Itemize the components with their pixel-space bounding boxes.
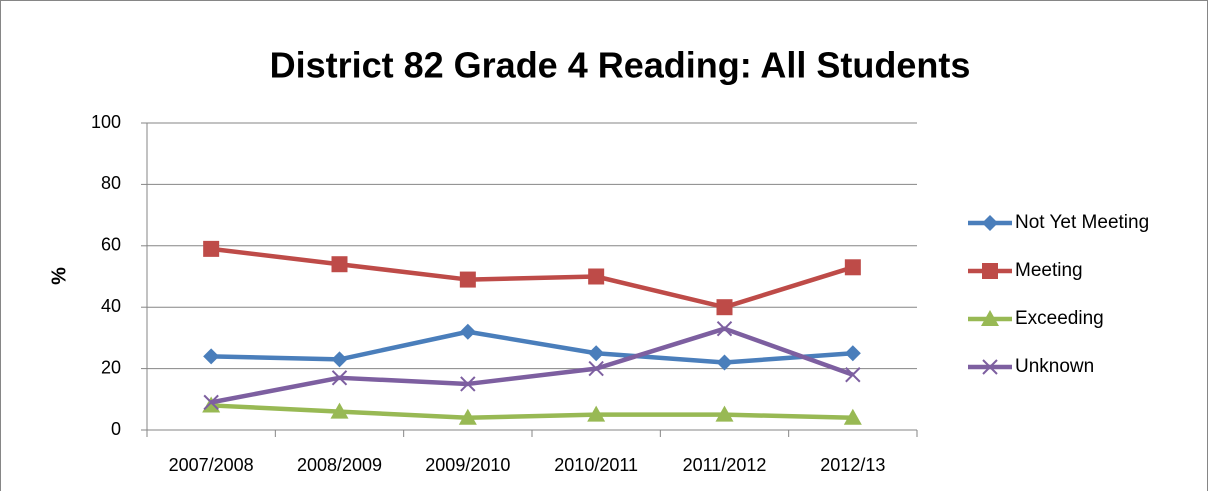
legend-label: Exceeding — [1015, 308, 1104, 329]
marker — [845, 367, 861, 383]
marker — [331, 351, 348, 368]
marker — [458, 408, 477, 425]
legend-marker — [981, 310, 999, 326]
x-tick-label: 2010/2011 — [554, 455, 638, 475]
y-tick-label: 60 — [101, 235, 121, 255]
marker — [331, 370, 348, 386]
marker — [715, 405, 734, 422]
legend-marker — [982, 215, 998, 231]
y-tick-label: 80 — [101, 173, 121, 193]
marker — [331, 256, 348, 273]
marker — [716, 354, 733, 371]
series-line — [211, 329, 853, 365]
marker — [203, 394, 219, 411]
y-tick-label: 0 — [111, 419, 121, 439]
marker — [843, 408, 862, 425]
x-tick-label: 2007/2008 — [169, 455, 254, 475]
y-tick-label: 100 — [91, 112, 121, 132]
series-line — [211, 403, 853, 420]
marker — [716, 299, 733, 316]
y-tick-label: 40 — [101, 296, 121, 316]
series-line — [210, 246, 854, 310]
marker — [203, 348, 220, 365]
x-tick-label: 2011/2012 — [683, 455, 767, 475]
legend-marker — [982, 263, 998, 279]
x-tick-label: 2009/2010 — [425, 455, 510, 475]
marker — [203, 240, 220, 257]
marker — [202, 396, 221, 413]
marker — [844, 259, 861, 276]
legend-marker — [982, 359, 998, 375]
marker — [844, 345, 861, 362]
marker — [459, 271, 476, 288]
marker — [460, 376, 476, 392]
marker — [716, 320, 733, 337]
y-tick-label: 20 — [101, 357, 121, 377]
series-line — [210, 326, 854, 405]
marker — [588, 360, 604, 377]
marker — [459, 323, 476, 340]
chart-title: District 82 Grade 4 Reading: All Student… — [270, 45, 971, 86]
marker — [588, 268, 605, 285]
marker — [330, 402, 349, 419]
x-tick-label: 2008/2009 — [297, 455, 382, 475]
marker — [587, 405, 606, 422]
legend-label: Meeting — [1015, 260, 1083, 281]
x-tick-label: 2012/13 — [820, 455, 885, 475]
marker — [588, 345, 605, 362]
legend-label: Unknown — [1015, 356, 1094, 377]
legend-label: Not Yet Meeting — [1015, 212, 1149, 233]
y-axis-label: % — [48, 267, 70, 285]
